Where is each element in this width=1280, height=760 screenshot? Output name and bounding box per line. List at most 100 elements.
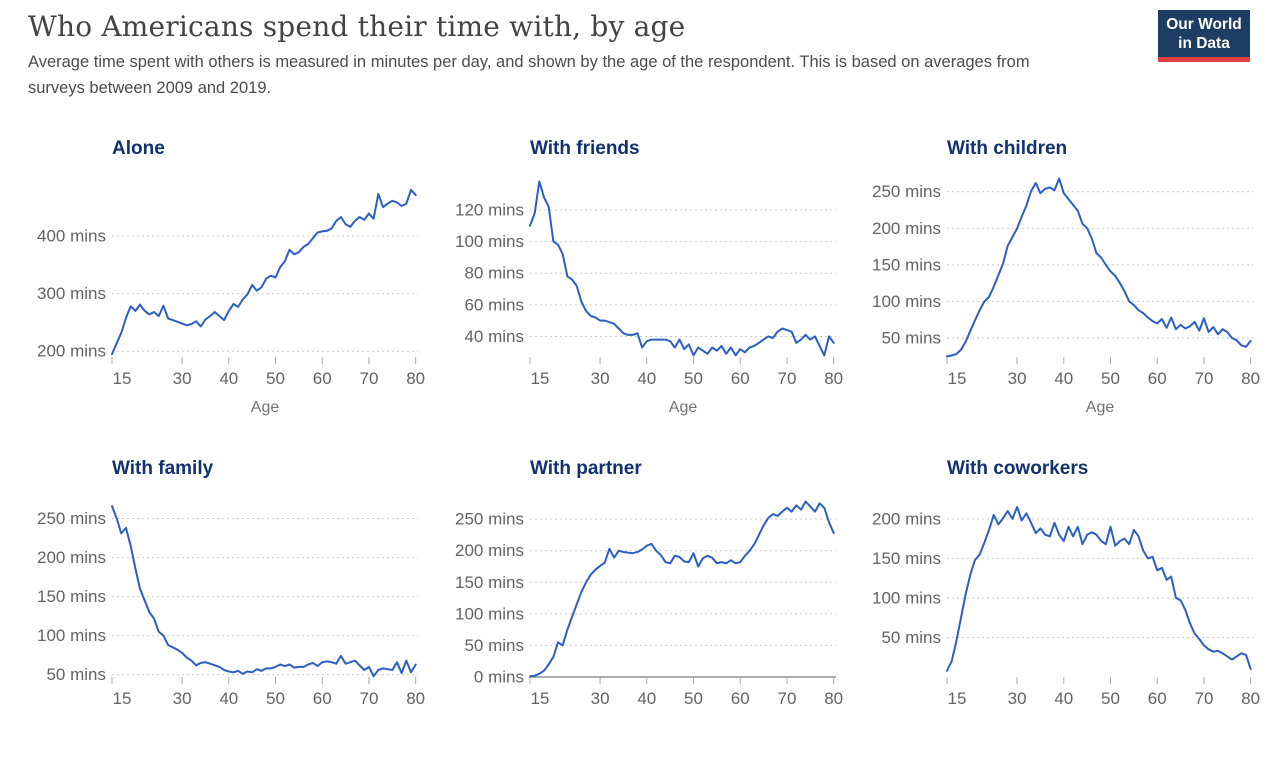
x-axis-tick-label: 80 (1241, 369, 1260, 388)
y-axis-tick-label: 100 mins (455, 232, 524, 251)
x-axis-tick-label: 50 (266, 689, 285, 708)
data-line (529, 180, 835, 357)
data-line (946, 177, 1252, 358)
x-axis-tick-label: 60 (731, 369, 750, 388)
x-axis-tick-label: 60 (1148, 369, 1167, 388)
y-axis-tick-label: 400 mins (37, 226, 106, 245)
owid-logo: Our World in Data (1158, 10, 1250, 62)
x-axis-tick-label: 70 (359, 369, 378, 388)
chart-title-alone: Alone (112, 138, 165, 159)
x-axis-tick-label: 30 (591, 689, 610, 708)
y-axis-tick-label: 200 mins (37, 342, 106, 361)
y-axis-tick-label: 150 mins (872, 255, 941, 274)
line-chart-with-coworkers: 50 mins 100 mins 150 mins 200 mins 15 30 40 50 6… (872, 506, 1260, 708)
owid-logo-line1: Our World (1166, 16, 1242, 33)
y-axis-tick-label: 250 mins (455, 510, 524, 529)
x-axis-tick-label: 80 (824, 689, 843, 708)
x-axis-tick-label: 70 (777, 369, 796, 388)
x-axis-tick-label: 60 (1148, 689, 1167, 708)
chart-header: Who Americans spend their time with, by … (28, 10, 1148, 118)
x-axis-tick-label: 30 (591, 369, 610, 388)
y-axis-tick-label: 150 mins (455, 573, 524, 592)
y-axis-tick-label: 100 mins (872, 292, 941, 311)
x-axis-title: Age (669, 399, 698, 416)
line-chart-with-partner: 0 mins 50 mins 100 mins 150 mins 200 mins 250… (455, 500, 843, 708)
chart-alone: Alone 200 mins 300 mins 400 mins 15 30 40 50 60… (30, 128, 447, 440)
data-line (946, 506, 1252, 672)
x-axis-title: Age (251, 399, 280, 416)
chart-title-with-family: With family (112, 458, 214, 479)
x-axis-tick-label: 40 (219, 369, 238, 388)
x-axis-tick-label: 30 (1008, 689, 1027, 708)
x-axis-tick-label: 80 (1241, 689, 1260, 708)
x-axis-tick-label: 15 (113, 369, 132, 388)
x-axis-tick-label: 60 (731, 689, 750, 708)
x-axis-tick-label: 40 (637, 689, 656, 708)
x-axis-tick-label: 80 (406, 689, 425, 708)
x-axis-tick-label: 40 (1054, 689, 1073, 708)
owid-chart-page: { "header": { "title": "Who Americans sp… (28, 10, 1280, 708)
chart-with-children: With children 50 mins 100 mins 150 mins 200… (865, 128, 1280, 440)
x-axis-title: Age (1086, 399, 1115, 416)
page-subtitle: Average time spent with others is measur… (28, 53, 1030, 97)
x-axis-tick-label: 15 (531, 369, 550, 388)
y-axis-tick-label: 60 mins (464, 295, 524, 314)
x-axis-tick-label: 50 (266, 369, 285, 388)
x-axis-tick-label: 30 (173, 689, 192, 708)
x-axis-tick-label: 70 (777, 689, 796, 708)
y-axis-tick-label: 80 mins (464, 264, 524, 283)
data-line (111, 505, 417, 678)
y-axis-tick-label: 200 mins (37, 548, 106, 567)
y-axis-tick-label: 200 mins (872, 509, 941, 528)
y-axis-tick-label: 120 mins (455, 200, 524, 219)
y-axis-tick-label: 0 mins (474, 668, 524, 687)
y-axis-tick-label: 300 mins (37, 284, 106, 303)
data-line (529, 500, 835, 678)
y-axis-tick-label: 100 mins (37, 626, 106, 645)
y-axis-tick-label: 200 mins (455, 541, 524, 560)
chart-title-with-friends: With friends (530, 138, 640, 159)
x-axis-tick-label: 50 (1101, 689, 1120, 708)
x-axis-tick-label: 15 (531, 689, 550, 708)
y-axis-tick-label: 50 mins (46, 665, 106, 684)
chart-with-coworkers: With coworkers 50 mins 100 mins 150 mins 20… (865, 448, 1280, 760)
y-axis-tick-label: 150 mins (37, 587, 106, 606)
y-axis-tick-label: 100 mins (872, 588, 941, 607)
y-axis-tick-label: 100 mins (455, 604, 524, 623)
x-axis-tick-label: 40 (1054, 369, 1073, 388)
chart-with-partner: With partner 0 mins 50 mins 100 mins 150 mi… (448, 448, 865, 760)
y-axis-tick-label: 150 mins (872, 549, 941, 568)
y-axis-tick-label: 200 mins (872, 219, 941, 238)
data-line (111, 188, 417, 356)
x-axis-tick-label: 60 (313, 369, 332, 388)
x-axis-tick-label: 80 (824, 369, 843, 388)
x-axis-tick-label: 30 (173, 369, 192, 388)
x-axis-tick-label: 15 (113, 689, 132, 708)
x-axis-tick-label: 70 (359, 689, 378, 708)
y-axis-tick-label: 50 mins (881, 328, 941, 347)
y-axis-tick-label: 50 mins (881, 628, 941, 647)
line-chart-with-family: 50 mins 100 mins 150 mins 200 mins 250 mins 1… (37, 505, 425, 708)
x-axis-tick-label: 15 (948, 689, 967, 708)
x-axis-tick-label: 80 (406, 369, 425, 388)
y-axis-tick-label: 40 mins (464, 327, 524, 346)
chart-title-with-coworkers: With coworkers (947, 458, 1089, 479)
line-chart-alone: 200 mins 300 mins 400 mins 15 30 40 50 60 70 80 Ag… (37, 188, 425, 416)
x-axis-tick-label: 30 (1008, 369, 1027, 388)
x-axis-tick-label: 70 (1194, 369, 1213, 388)
line-chart-with-friends: 40 mins 60 mins 80 mins 100 mins 120 mins 15 3… (455, 180, 843, 416)
chart-with-family: With family 50 mins 100 mins 150 mins 200 m… (30, 448, 447, 760)
x-axis-tick-label: 60 (313, 689, 332, 708)
owid-logo-red-bar (1158, 57, 1250, 62)
owid-logo-line2: in Data (1178, 35, 1230, 52)
y-axis-tick-label: 50 mins (464, 636, 524, 655)
y-axis-tick-label: 250 mins (872, 182, 941, 201)
page-title: Who Americans spend their time with, by … (28, 10, 686, 43)
x-axis-tick-label: 40 (637, 369, 656, 388)
owid-logo-text: Our World in Data (1158, 10, 1250, 57)
x-axis-tick-label: 40 (219, 689, 238, 708)
chart-title-with-partner: With partner (530, 458, 642, 479)
x-axis-tick-label: 50 (1101, 369, 1120, 388)
x-axis-tick-label: 70 (1194, 689, 1213, 708)
y-axis-tick-label: 250 mins (37, 509, 106, 528)
